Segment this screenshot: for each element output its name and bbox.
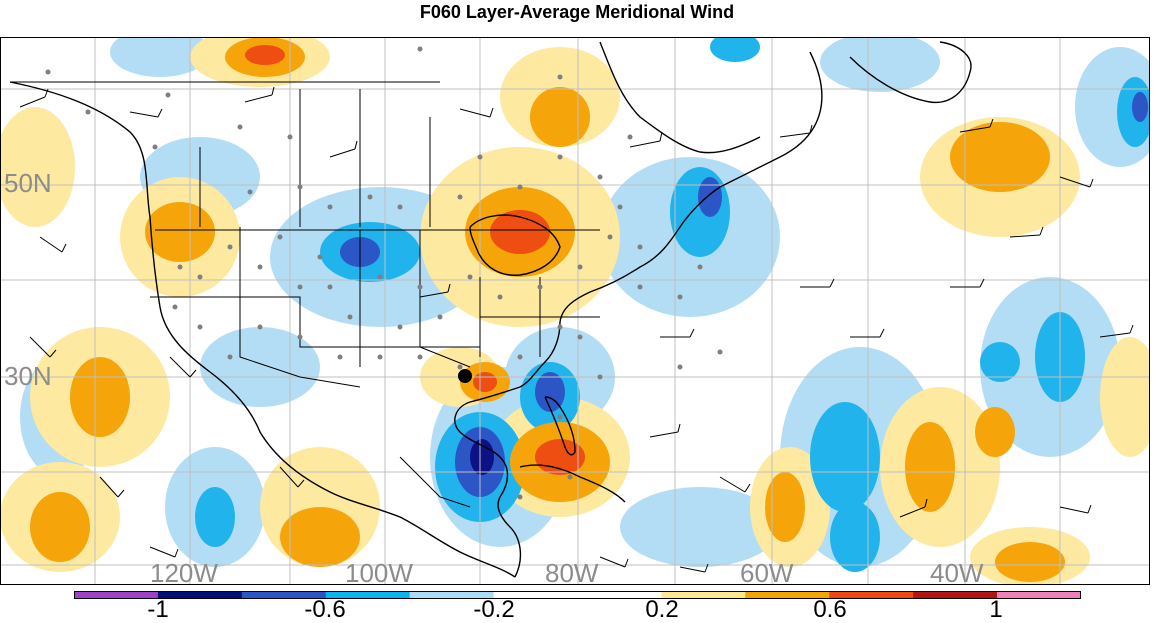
colorbar-label: -0.6 xyxy=(304,596,346,623)
wind-barbs xyxy=(19,86,1134,573)
lat-label-30n: 30N xyxy=(4,361,52,391)
colorbar-label: 0.6 xyxy=(813,596,847,623)
colorbar-label: 0.2 xyxy=(645,596,679,623)
lon-label-80w: 80W xyxy=(545,558,599,585)
colorbar xyxy=(74,591,1081,599)
map-title: F060 Layer-Average Meridional Wind xyxy=(419,2,735,22)
colorbar-swatch xyxy=(157,591,243,599)
coastlines xyxy=(9,41,972,578)
map-frame xyxy=(0,37,1150,585)
lon-label-120w: 120W xyxy=(150,558,218,585)
station-dots xyxy=(45,46,723,500)
political-borders xyxy=(10,81,600,508)
lat-label-50n: 50N xyxy=(4,168,52,198)
colorbar-label: 1 xyxy=(989,596,1003,623)
colorbar-swatch xyxy=(829,591,914,599)
colorbar-swatch xyxy=(745,591,830,599)
colorbar-swatch xyxy=(913,591,998,599)
colorbar-swatch xyxy=(661,591,746,599)
lon-label-40w: 40W xyxy=(930,558,984,585)
meridional-wind-map: 50N 30N 120W 100W 80W 60W 40W xyxy=(0,37,1150,585)
colorbar-swatch xyxy=(325,591,411,599)
colorbar-frame xyxy=(74,591,1081,599)
shading-orange xyxy=(30,37,1065,582)
colorbar-swatch xyxy=(577,591,662,599)
lon-label-60w: 60W xyxy=(740,558,794,585)
colorbar-swatch xyxy=(997,591,1081,599)
shading-navy xyxy=(470,439,494,475)
colorbar-label: -0.2 xyxy=(473,596,515,623)
colorbar-labels: -1 -0.6 -0.2 0.2 0.6 1 xyxy=(0,598,1154,622)
colorbar-swatch xyxy=(493,591,578,599)
colorbar-swatch xyxy=(409,591,495,599)
location-marker xyxy=(458,369,472,383)
colorbar-label: -1 xyxy=(147,596,169,623)
lon-label-100w: 100W xyxy=(345,558,413,585)
colorbar-swatch xyxy=(74,591,159,599)
colorbar-swatch xyxy=(241,591,327,599)
gridlines xyxy=(0,37,1150,585)
